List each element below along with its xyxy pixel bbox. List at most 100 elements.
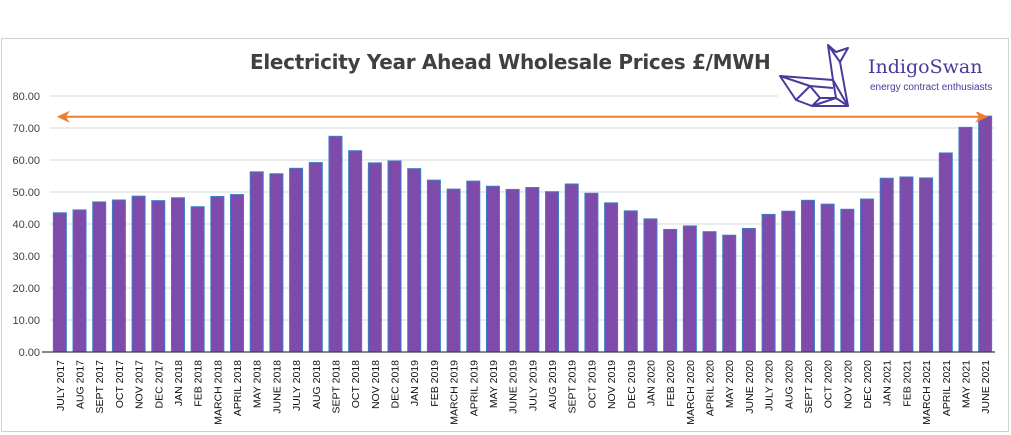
bar (860, 198, 875, 353)
y-tick-label: 20.00 (12, 283, 40, 295)
x-tick-label: JUNE 2021 (980, 360, 992, 414)
arrow-head-left (56, 110, 70, 123)
arrow-head-right (975, 110, 989, 123)
bar (230, 194, 245, 353)
bar (367, 162, 382, 353)
bar (722, 234, 737, 353)
bar (702, 231, 717, 353)
bar (564, 183, 579, 353)
bar (446, 188, 461, 353)
bar (978, 115, 993, 353)
bar (387, 160, 402, 353)
x-tick-label: APRIL 2018 (232, 360, 244, 416)
bar (269, 173, 284, 353)
bar (682, 225, 697, 353)
x-tick-label: OCT 2019 (586, 360, 598, 408)
x-tick-label: OCT 2020 (823, 360, 835, 408)
bar (407, 168, 422, 353)
y-tick-label: 60.00 (12, 155, 40, 167)
y-tick-label: 70.00 (12, 123, 40, 135)
x-tick-label: OCT 2017 (114, 360, 126, 408)
logo: IndigoSwan energy contract enthusiasts (778, 40, 1003, 112)
x-tick-label: APRIL 2019 (468, 360, 480, 416)
bar (545, 191, 560, 353)
logo-name: IndigoSwan (868, 56, 983, 78)
bar (131, 195, 146, 353)
y-tick-label: 0.00 (19, 347, 40, 359)
x-tick-label: AUG 2020 (783, 360, 795, 409)
bar (781, 210, 796, 353)
bar (466, 180, 481, 353)
x-tick-label: MARCH 2018 (212, 360, 224, 425)
x-tick-label: NOV 2019 (606, 360, 618, 409)
bar (879, 177, 894, 353)
x-tick-label: SEPT 2018 (330, 360, 342, 414)
x-tick-label: JAN 2021 (882, 360, 894, 406)
chart-title: Electricity Year Ahead Wholesale Prices … (250, 50, 771, 74)
bar (308, 162, 323, 353)
bar (584, 192, 599, 353)
bar (52, 212, 67, 353)
x-tick-label: APRIL 2020 (705, 360, 717, 416)
x-tick-label: DEC 2019 (626, 360, 638, 409)
x-tick-label: JULY 2018 (291, 360, 303, 411)
bar (663, 228, 678, 353)
bar (92, 201, 107, 353)
y-axis: 0.00 10.00 20.00 30.00 40.00 50.00 60.00 70.00 8… (12, 91, 40, 359)
x-tick-label: DEC 2017 (153, 360, 165, 409)
bar (643, 218, 658, 353)
y-tick-label: 80.00 (12, 91, 40, 103)
bar (151, 200, 166, 353)
x-tick-label: AUG 2019 (547, 360, 559, 409)
bars (52, 115, 993, 353)
bar (525, 187, 540, 353)
bar (190, 206, 205, 353)
bar (505, 188, 520, 353)
swan-icon (779, 44, 849, 107)
x-tick-label: MAY 2018 (252, 360, 264, 408)
bar (604, 202, 619, 353)
x-tick-label: FEB 2021 (901, 360, 913, 407)
x-tick-label: FEB 2020 (665, 360, 677, 407)
y-tick-label: 30.00 (12, 251, 40, 263)
y-tick-label: 40.00 (12, 219, 40, 231)
x-tick-label: MARCH 2020 (685, 360, 697, 425)
x-tick-label: APRIL 2021 (941, 360, 953, 416)
x-tick-label: NOV 2017 (134, 360, 146, 409)
x-tick-label: MAY 2020 (724, 360, 736, 408)
bar (741, 227, 756, 353)
bar (72, 209, 87, 353)
bar (761, 213, 776, 353)
x-tick-label: JAN 2018 (173, 360, 185, 406)
x-tick-label: AUG 2018 (311, 360, 323, 409)
bar (170, 197, 185, 353)
x-tick-label: AUG 2017 (75, 360, 87, 409)
x-axis: JULY 2017 AUG 2017 SEPT 2017 OCT 2017 NOV 20… (42, 351, 995, 425)
bar (426, 179, 441, 353)
bar (249, 171, 264, 353)
x-tick-label: NOV 2020 (842, 360, 854, 409)
x-tick-label: JUNE 2020 (744, 360, 756, 414)
annotations (56, 110, 989, 123)
x-tick-label: JUNE 2019 (508, 360, 520, 414)
x-tick-label: JAN 2019 (409, 360, 421, 406)
x-tick-label: MARCH 2019 (449, 360, 461, 425)
bar (938, 152, 953, 353)
bar (820, 203, 835, 353)
bar (899, 176, 914, 353)
logo-tagline: energy contract enthusiasts (870, 82, 993, 93)
x-tick-label: SEPT 2020 (803, 360, 815, 414)
x-tick-label: JUNE 2018 (271, 360, 283, 414)
bar (623, 210, 638, 353)
x-tick-label: FEB 2019 (429, 360, 441, 407)
x-tick-label: JULY 2019 (527, 360, 539, 411)
bar (958, 126, 973, 353)
gridlines (50, 95, 995, 321)
bar (840, 208, 855, 353)
bar (919, 177, 934, 353)
bar (289, 167, 304, 353)
x-tick-label: JAN 2020 (645, 360, 657, 406)
x-tick-label: DEC 2020 (862, 360, 874, 409)
x-tick-label: JULY 2020 (764, 360, 776, 411)
